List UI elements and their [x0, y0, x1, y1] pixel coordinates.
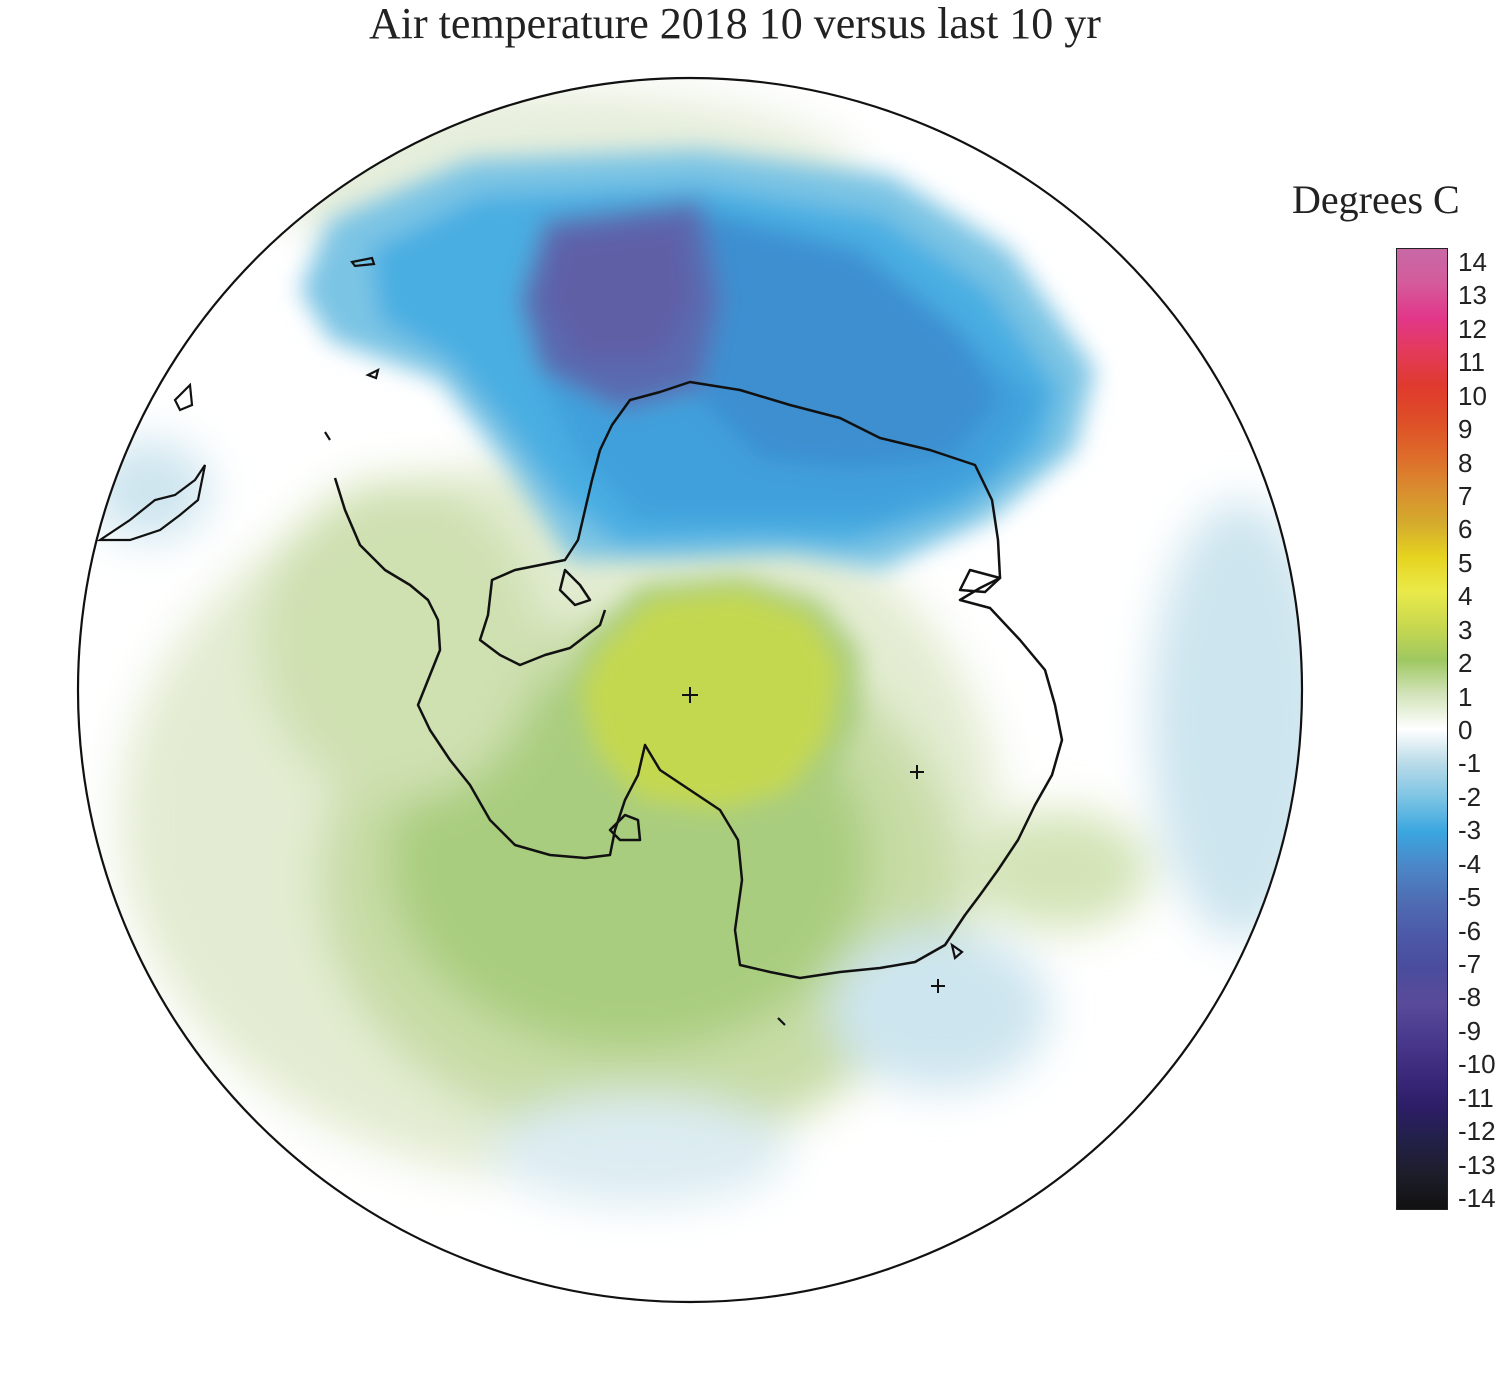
colorbar-tick-label: -1	[1458, 748, 1482, 779]
marker-east	[910, 765, 924, 779]
colorbar-tick-label: 14	[1458, 247, 1487, 277]
colorbar-tick-label: -6	[1458, 915, 1482, 946]
colorbar-tick-label: 6	[1458, 514, 1473, 545]
colorbar	[1396, 248, 1448, 1210]
bellingshausen-cold	[700, 210, 1000, 470]
colorbar-tick-label: -11	[1458, 1082, 1494, 1113]
colorbar-tick-label: 8	[1458, 447, 1473, 478]
south-america-tip	[96, 256, 964, 1026]
colorbar-tick-label: 4	[1458, 581, 1473, 612]
colorbar-tick-label: 13	[1458, 280, 1487, 311]
colorbar-tick-label: 2	[1458, 648, 1473, 679]
colorbar-unit-label: Degrees C	[1292, 177, 1460, 222]
colorbar-tick-label: 12	[1458, 313, 1487, 344]
colorbar-tick-label: 7	[1458, 481, 1473, 511]
colorbar-tick-label: 11	[1458, 347, 1485, 378]
colorbar-tick-label: -7	[1458, 949, 1482, 979]
colorbar-tick-label: -4	[1458, 848, 1482, 879]
colorbar-tick-label: 9	[1458, 414, 1473, 445]
colorbar-tick-label: 1	[1458, 681, 1473, 712]
antarctica-coastline	[333, 380, 1064, 980]
colorbar-tick-label: -8	[1458, 982, 1482, 1013]
colorbar-ticks: 14 13 12 11 10 9 8 7 6 5 4 3 2 1 0 -1 -2 -3 -4 -5 -6 -7 -8 -9 -1…	[1458, 247, 1500, 1213]
colorbar-tick-label: -14	[1458, 1183, 1496, 1213]
map-border	[76, 76, 1304, 1304]
colorbar-tick-label: -5	[1458, 882, 1482, 913]
marker-pole	[682, 687, 698, 703]
marker-south	[931, 979, 945, 993]
grid-markers	[682, 687, 945, 993]
colorbar-tick-label: -10	[1458, 1049, 1496, 1080]
colorbar-tick-label: -9	[1458, 1015, 1482, 1046]
colorbar-tick-label: 5	[1458, 547, 1473, 578]
colorbar-tick-label: 0	[1458, 715, 1473, 745]
map-title: Air temperature 2018 10 versus last 10 y…	[369, 0, 1101, 48]
atlantic-sector-warm	[260, 480, 540, 800]
colorbar-tick-label: -12	[1458, 1116, 1496, 1147]
colorbar-tick-label: 3	[1458, 614, 1473, 645]
weddell-slight-cool	[830, 930, 1050, 1090]
colorbar-tick-label: -3	[1458, 815, 1482, 846]
colorbar-tick-label: 10	[1458, 380, 1487, 411]
colorbar-tick-label: -2	[1458, 781, 1482, 812]
colorbar-tick-label: -13	[1458, 1149, 1496, 1180]
